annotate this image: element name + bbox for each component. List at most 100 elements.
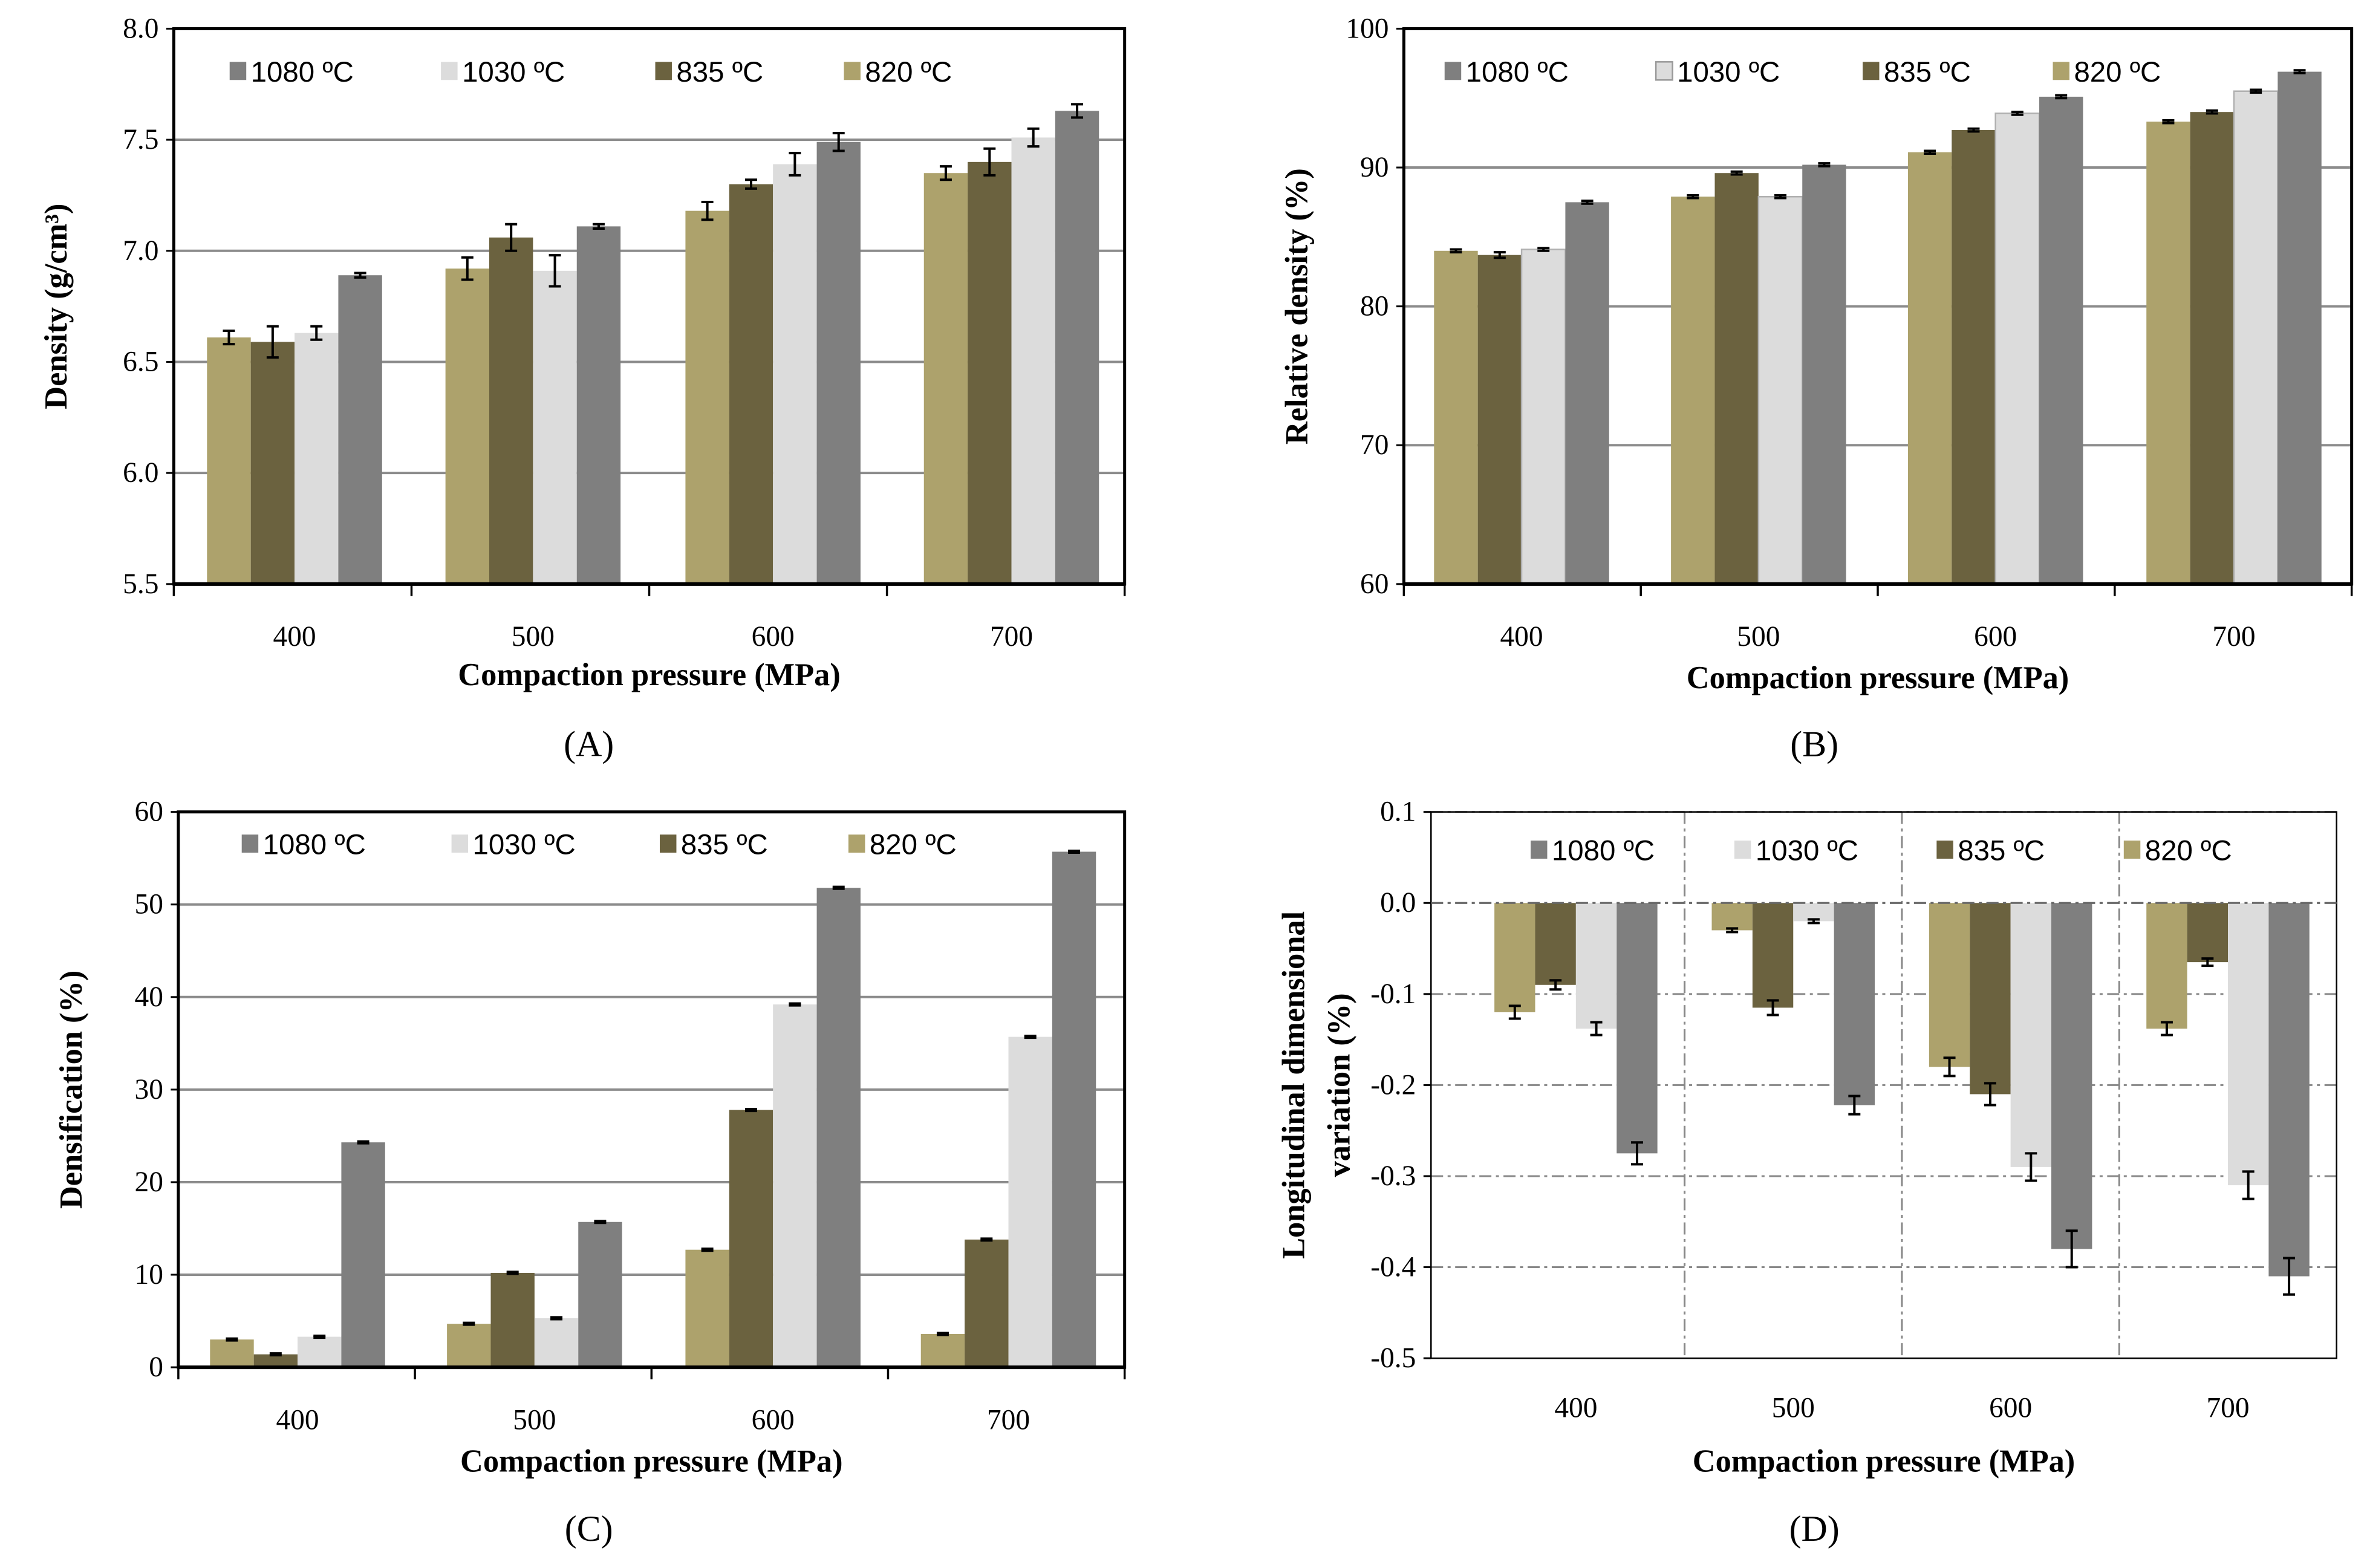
bar-1030-500	[1793, 903, 1834, 922]
chart-panel-4: -0.5 -0.4 -0.3 -0.2 -0.1 0.0 0.1 400 500 600 700 Co…	[1277, 796, 2337, 1549]
bar-1030-600	[773, 164, 817, 584]
bar-1080-400	[1565, 202, 1609, 584]
legend-label-1030: 1030 ºC	[1756, 835, 1858, 867]
y-axis-title: Longitudinal dimensional	[1277, 911, 1312, 1259]
bar-835-500	[489, 237, 533, 584]
legend-swatch-1080	[1444, 62, 1462, 80]
bar-1080-500	[1802, 164, 1846, 584]
y-tick-label: -0.5	[1370, 1342, 1416, 1374]
bar-820-600	[685, 1249, 729, 1368]
bar-1030-600	[773, 1004, 817, 1368]
x-tick-label: 600	[1974, 621, 2017, 652]
bar-820-700	[920, 1333, 965, 1368]
bar-835-400	[253, 1354, 298, 1368]
bar-820-600	[1907, 152, 1952, 584]
bar-820-400	[210, 1339, 254, 1368]
y-tick-label: 7.0	[123, 235, 158, 267]
bar-1080-500	[576, 226, 621, 584]
bar-1080-700	[2277, 71, 2322, 584]
bar-1030-400	[295, 333, 339, 584]
y-axis-title: Density (g/cm³)	[39, 204, 74, 409]
panel-label: (D)	[1789, 1509, 1840, 1549]
x-tick-label: 600	[752, 1404, 795, 1436]
bar-835-700	[965, 1239, 1009, 1368]
legend-swatch-1030	[1734, 841, 1751, 859]
bar-835-400	[250, 342, 295, 584]
y-tick-label: 60	[1360, 568, 1389, 600]
y-tick-label: -0.4	[1370, 1252, 1416, 1283]
bar-835-500	[490, 1272, 535, 1368]
bar-820-700	[923, 173, 968, 584]
y-tick-label: 6.0	[123, 457, 158, 489]
bar-820-500	[447, 1324, 491, 1368]
legend-swatch-820	[2053, 62, 2069, 80]
legend-swatch-1030	[1655, 61, 1673, 81]
y-tick-label: 10	[135, 1259, 163, 1290]
x-tick-label: 500	[512, 621, 555, 652]
legend-swatch-1080	[241, 834, 259, 853]
bar-1030-400	[298, 1336, 342, 1368]
legend-label-1030: 1030 ºC	[473, 829, 576, 861]
y-tick-label: 80	[1360, 291, 1389, 322]
bar-1080-400	[338, 275, 382, 584]
panel-label: (A)	[564, 724, 614, 764]
y-tick-label: 90	[1360, 152, 1389, 183]
y-tick-label: 40	[135, 981, 163, 1013]
y-tick-label: 0	[149, 1352, 163, 1383]
legend-label-835: 835 ºC	[1958, 835, 2045, 867]
x-axis-title: Compaction pressure (MPa)	[460, 1443, 843, 1479]
legend-label-835: 835 ºC	[681, 829, 768, 861]
plot-frame	[1430, 811, 2337, 1359]
legend-swatch-1030	[441, 62, 458, 80]
bar-1030-700	[2228, 903, 2269, 1186]
y-tick-label: 100	[1346, 13, 1389, 44]
bar-835-400	[1535, 903, 1576, 985]
legend-swatch-835	[655, 62, 672, 80]
x-tick-label: 500	[1772, 1392, 1815, 1423]
y-axis-title: Relative density (%)	[1280, 168, 1315, 444]
legend-label-1030: 1030 ºC	[1677, 56, 1780, 88]
bar-835-600	[1952, 130, 1996, 584]
x-tick-label: 700	[990, 621, 1033, 652]
y-tick-label: 60	[135, 796, 163, 828]
legend-label-1080: 1080 ºC	[251, 56, 354, 88]
x-tick-label: 700	[2206, 1392, 2249, 1423]
legend-label-820: 820 ºC	[2145, 835, 2232, 867]
x-tick-label: 400	[276, 1404, 319, 1436]
y-tick-label: 30	[135, 1074, 163, 1105]
bar-1080-600	[2051, 903, 2092, 1249]
legend-label-835: 835 ºC	[676, 56, 763, 88]
y-tick-label: -0.1	[1370, 978, 1416, 1010]
chart-panel-1: 5.5 6.0 6.5 7.0 7.5 8.0 400 500 600 700 Compaction…	[39, 13, 1127, 764]
legend-swatch-820	[844, 62, 861, 80]
bar-835-500	[1714, 173, 1759, 584]
legend-swatch-820	[848, 834, 865, 853]
bar-1080-600	[2039, 96, 2083, 584]
bar-820-500	[445, 268, 489, 584]
y-tick-label: 8.0	[123, 13, 158, 44]
bar-1080-400	[341, 1142, 385, 1368]
x-tick-label: 400	[1554, 1392, 1597, 1423]
panel-label: (B)	[1790, 724, 1838, 764]
legend-swatch-835	[1936, 841, 1953, 859]
legend-label-1080: 1080 ºC	[1466, 56, 1569, 88]
bar-1030-700	[1008, 1036, 1052, 1368]
legend-swatch-1080	[229, 62, 247, 80]
bar-820-500	[1711, 903, 1753, 931]
bar-835-600	[729, 184, 773, 584]
x-tick-label: 500	[513, 1404, 556, 1436]
bar-835-700	[2190, 112, 2234, 584]
bar-1030-400	[1575, 903, 1617, 1029]
bar-1030-500	[534, 1318, 579, 1368]
y-tick-label: 6.5	[123, 346, 158, 377]
x-tick-label: 400	[1500, 621, 1543, 652]
x-tick-label: 400	[273, 621, 316, 652]
bar-1080-500	[578, 1222, 622, 1368]
legend-swatch-835	[660, 834, 677, 853]
y-tick-label: 20	[135, 1166, 163, 1198]
chart-panel-2: 60 70 80 90 100 400 500 600 700 Compaction pressu…	[1280, 13, 2354, 764]
y-tick-label: 5.5	[123, 568, 158, 600]
bar-835-600	[729, 1110, 773, 1368]
bar-835-500	[1752, 903, 1794, 1008]
